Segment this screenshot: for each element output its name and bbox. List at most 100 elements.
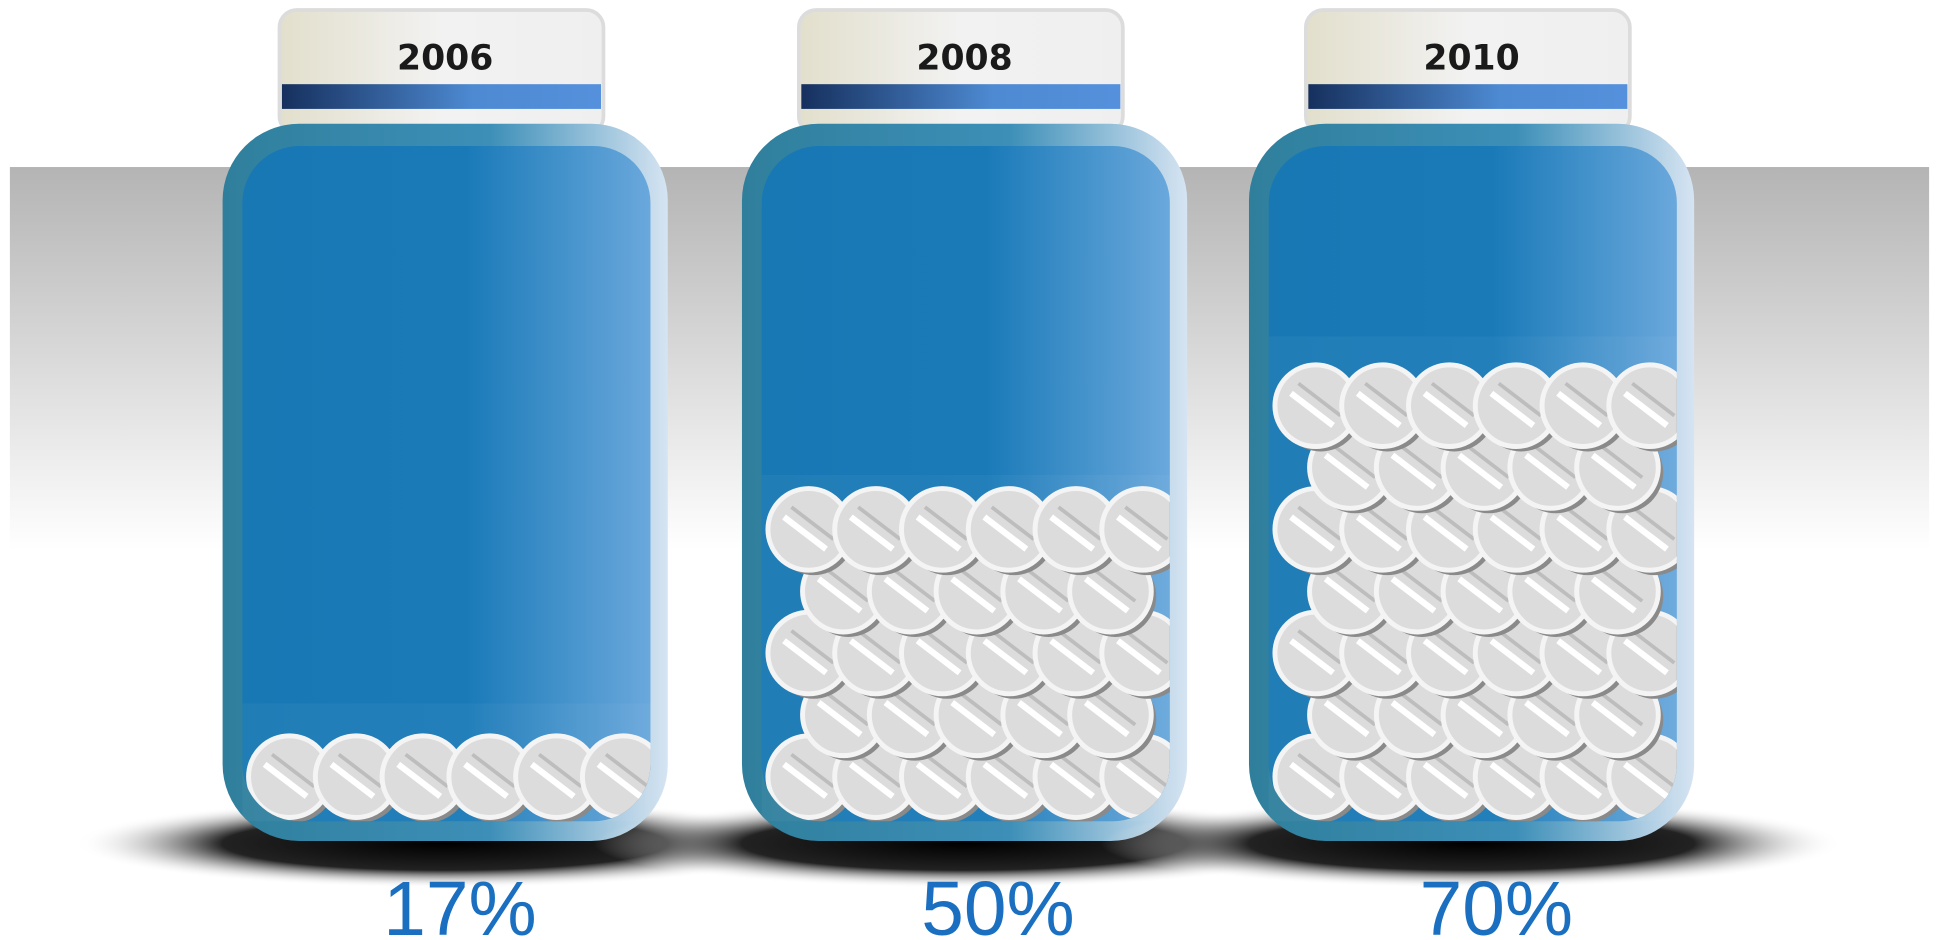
pill (765, 609, 855, 699)
pill-score (1564, 381, 1609, 418)
pill-score (1124, 629, 1169, 665)
pill-score (915, 638, 962, 676)
value-label: 50% (921, 867, 1074, 940)
pill-score (848, 514, 895, 552)
pill-face (1606, 362, 1677, 449)
pill-score (1524, 452, 1570, 490)
pill (965, 733, 1055, 822)
pill-score (1631, 505, 1676, 541)
jar: 2006 17% (74, 8, 817, 940)
pill (1272, 733, 1362, 822)
pill-score (604, 752, 650, 789)
pill-score (1323, 576, 1370, 614)
pill (446, 733, 536, 822)
pill-score (1331, 443, 1377, 479)
pill-score (1564, 505, 1609, 541)
pill (832, 486, 922, 576)
pill-score (1489, 390, 1536, 428)
pill-score (915, 761, 962, 799)
pill-score (1083, 576, 1130, 614)
pill (1406, 362, 1496, 452)
pill-score (1297, 505, 1342, 541)
pill (1339, 609, 1429, 699)
pill-score (1049, 514, 1096, 552)
pill-score (1398, 691, 1444, 727)
pill-score (1532, 691, 1577, 727)
pill-score (990, 629, 1035, 665)
pill-score (1497, 629, 1542, 665)
pill-score (1524, 576, 1570, 614)
pill-score (1289, 761, 1335, 799)
pill-score (1017, 700, 1063, 738)
pill-score (1049, 761, 1096, 799)
pill-score (1364, 752, 1409, 789)
pill-score (1092, 691, 1137, 727)
pill-score (782, 761, 828, 799)
pill-score (891, 691, 937, 727)
category-label: 2006 (397, 38, 493, 78)
jar: 2008 50% (593, 8, 1336, 940)
pill-score (816, 576, 863, 614)
jar: 2010 70% (1100, 8, 1843, 940)
pill-score (1331, 567, 1377, 603)
pill (1339, 486, 1429, 576)
pill-score (1631, 629, 1676, 665)
pill-score (1289, 514, 1335, 552)
cap-band (281, 84, 601, 109)
pill-score (1398, 443, 1444, 479)
pill-score (1390, 700, 1437, 738)
pill-score (1623, 514, 1669, 552)
pill-score (1631, 752, 1676, 789)
pill-score (982, 514, 1029, 552)
pill-score (883, 700, 930, 738)
pill-score (1297, 752, 1342, 789)
pill-score (1297, 381, 1342, 418)
pill-score (950, 700, 997, 738)
pill-score (990, 752, 1035, 789)
pill-score (1599, 443, 1644, 479)
pill-score (790, 629, 835, 665)
pill-score (857, 752, 902, 789)
pill-score (1057, 752, 1102, 789)
pill-score (782, 638, 828, 676)
pill (1606, 362, 1677, 452)
pill-score (1364, 381, 1409, 418)
pill-score (848, 638, 895, 676)
pill-score (1364, 629, 1409, 665)
pill-score (982, 638, 1029, 676)
pill-score (1430, 752, 1476, 789)
pill-score (1390, 576, 1437, 614)
pill-score (1489, 514, 1536, 552)
pill-score (958, 691, 1003, 727)
pill-score (1590, 700, 1637, 738)
pill (246, 733, 336, 822)
pill-score (1116, 514, 1162, 552)
pill-score (1564, 752, 1609, 789)
pill-score (1457, 700, 1504, 738)
pill-score (270, 752, 316, 789)
pill-score (1323, 700, 1370, 738)
pill-score (1631, 381, 1676, 418)
pill (1272, 362, 1362, 452)
pill-score (1116, 638, 1162, 676)
pill-score (1497, 381, 1542, 418)
category-label: 2008 (916, 38, 1012, 78)
pill (965, 609, 1055, 699)
pill-score (1289, 390, 1335, 428)
pill-score (848, 761, 895, 799)
pill (1472, 362, 1562, 452)
pill-score (1489, 761, 1536, 799)
pill-score (1083, 700, 1130, 738)
pill-face (1099, 486, 1170, 573)
pill-score (1355, 390, 1402, 428)
pill-score (329, 761, 376, 799)
pill-score (915, 514, 962, 552)
pill-score (1556, 514, 1603, 552)
pills (246, 733, 651, 822)
pill-score (1457, 452, 1504, 490)
pill-score (1430, 505, 1476, 541)
pill-score (1556, 761, 1603, 799)
pill-score (1623, 390, 1669, 428)
pill-score (1422, 390, 1469, 428)
jars: 2006 17% 2008 50% 2010 70% (74, 8, 1843, 940)
